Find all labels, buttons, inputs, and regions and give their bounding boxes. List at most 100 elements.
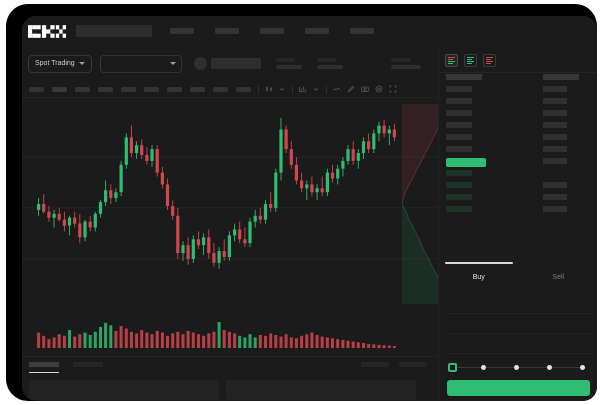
- chevron-down-icon[interactable]: [313, 85, 319, 93]
- amount-field[interactable]: [446, 318, 591, 334]
- slider-stop-2[interactable]: [481, 365, 486, 370]
- panel-divider: [439, 72, 597, 73]
- timeframe-4[interactable]: [98, 86, 113, 92]
- orderbook-price-column: [446, 74, 482, 218]
- candlestick-chart[interactable]: [22, 98, 437, 308]
- okx-logo-icon[interactable]: [28, 24, 66, 38]
- panel-action-2[interactable]: [399, 362, 427, 367]
- timeframe-2[interactable]: [52, 86, 67, 92]
- device-frame: Spot Trading: [6, 4, 597, 401]
- orderbook-mode-both-icon[interactable]: [445, 54, 458, 67]
- timeframe-8[interactable]: [190, 86, 205, 92]
- orderbook-view-modes: [445, 54, 496, 67]
- nav-item-1[interactable]: [170, 28, 194, 34]
- active-tab-underline: [29, 372, 59, 373]
- timeframe-7[interactable]: [167, 86, 182, 92]
- amount-slider[interactable]: [448, 363, 589, 372]
- last-price: [210, 58, 261, 69]
- orderbook-ask-row[interactable]: [446, 86, 472, 92]
- content-box-2[interactable]: [226, 380, 416, 400]
- tab-buy[interactable]: Buy: [439, 262, 519, 288]
- price-field[interactable]: [446, 298, 591, 314]
- ticker-stat-1: [275, 58, 302, 69]
- header-nav: [170, 28, 374, 34]
- stat-value: [316, 65, 343, 69]
- indicators-icon[interactable]: [299, 85, 307, 93]
- nav-item-5[interactable]: [350, 28, 374, 34]
- toolbar-divider: [292, 84, 293, 94]
- timeframe-5[interactable]: [121, 86, 136, 92]
- coin-avatar-icon: [193, 57, 207, 70]
- orderbook[interactable]: [439, 74, 597, 264]
- pencil-tool-icon[interactable]: [347, 85, 355, 93]
- orderbook-panel: Buy Sell: [438, 46, 597, 401]
- orderbook-ask-row[interactable]: [446, 146, 472, 152]
- orderbook-amount-row: [543, 122, 567, 128]
- orders-panel-actions: [361, 362, 427, 367]
- orders-panel-content: [29, 380, 416, 400]
- trade-form: [439, 288, 597, 401]
- orderbook-mode-bids-icon[interactable]: [464, 54, 477, 67]
- slider-stop-4[interactable]: [547, 365, 552, 370]
- orderbook-amount-row: [543, 98, 567, 104]
- orderbook-amount-row: [543, 194, 567, 200]
- slider-stop-3[interactable]: [514, 365, 519, 370]
- orderbook-ask-row[interactable]: [446, 110, 472, 116]
- orders-panel-tabs: [29, 362, 103, 367]
- orderbook-ask-row[interactable]: [446, 134, 472, 140]
- content-box-1[interactable]: [29, 380, 219, 400]
- candlestick-type-icon[interactable]: [265, 85, 273, 93]
- orderbook-ask-row[interactable]: [446, 98, 472, 104]
- timeframe-9[interactable]: [213, 86, 228, 92]
- stat-label: [390, 58, 411, 62]
- tab-open-orders[interactable]: [29, 362, 59, 367]
- fullscreen-icon[interactable]: [389, 85, 397, 93]
- total-field[interactable]: [446, 338, 591, 354]
- slider-handle[interactable]: [448, 363, 457, 372]
- timeframe-1[interactable]: [29, 86, 44, 92]
- ticker-stat-3: [390, 58, 421, 69]
- nav-item-4[interactable]: [305, 28, 329, 34]
- volume-chart: [37, 322, 396, 349]
- timeframe-10[interactable]: [236, 86, 251, 92]
- orderbook-amount-row: [543, 206, 567, 212]
- stat-label: [275, 58, 295, 62]
- orderbook-mode-asks-icon[interactable]: [483, 54, 496, 67]
- orderbook-column-header: [446, 74, 482, 80]
- trading-pair-dropdown[interactable]: [99, 54, 182, 73]
- market-type-dropdown[interactable]: Spot Trading: [28, 54, 92, 73]
- nav-item-2[interactable]: [215, 28, 239, 34]
- slider-stop-5[interactable]: [580, 365, 585, 370]
- tab-sell[interactable]: Sell: [552, 273, 565, 281]
- stat-label: [316, 58, 336, 62]
- chart-toolbar: [22, 81, 437, 98]
- orderbook-amount-row: [543, 134, 567, 140]
- timeframe-6[interactable]: [144, 86, 159, 92]
- orderbook-bid-row[interactable]: [446, 182, 472, 188]
- orders-panel: [22, 356, 437, 401]
- toolbar-divider: [326, 84, 327, 94]
- line-tool-icon[interactable]: [333, 85, 341, 93]
- orderbook-spread-price: [446, 158, 486, 167]
- app-screen: Spot Trading: [22, 16, 597, 401]
- orderbook-amount-row: [543, 182, 567, 188]
- market-type-label: Spot Trading: [35, 60, 75, 67]
- trade-side-tabs: Buy Sell: [439, 262, 597, 288]
- orderbook-bid-row[interactable]: [446, 194, 472, 200]
- tab-order-history[interactable]: [73, 362, 103, 367]
- orderbook-bid-row[interactable]: [446, 170, 472, 176]
- submit-buy-button[interactable]: [447, 380, 590, 396]
- panel-action-1[interactable]: [361, 362, 389, 367]
- nav-item-3[interactable]: [260, 28, 284, 34]
- orderbook-column-header: [543, 74, 579, 80]
- chevron-down-icon[interactable]: [279, 85, 285, 93]
- timeframe-3[interactable]: [75, 86, 90, 92]
- settings-icon[interactable]: [375, 85, 383, 93]
- search-input[interactable]: [76, 25, 152, 37]
- camera-icon[interactable]: [361, 85, 369, 93]
- stat-value: [275, 65, 302, 69]
- toolbar-divider: [258, 84, 259, 94]
- chevron-down-icon: [78, 62, 85, 65]
- orderbook-ask-row[interactable]: [446, 122, 472, 128]
- orderbook-bid-row[interactable]: [446, 206, 472, 212]
